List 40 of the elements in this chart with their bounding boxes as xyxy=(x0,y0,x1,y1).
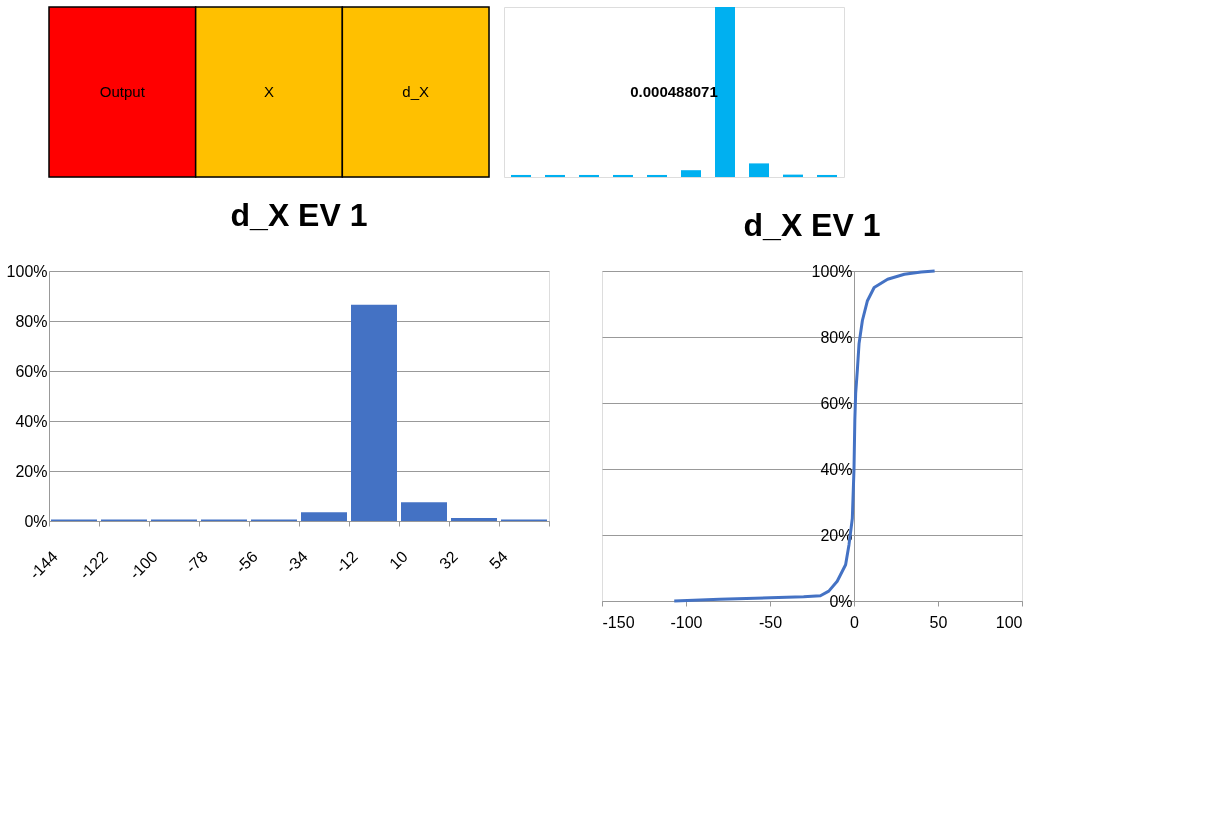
x-tick-label: -144 xyxy=(26,547,61,583)
bar xyxy=(511,174,531,177)
x-tick-label: 10 xyxy=(386,547,411,573)
y-tick-label: 40% xyxy=(15,412,48,430)
bar xyxy=(647,174,667,177)
category-label: Output xyxy=(99,83,146,100)
bar xyxy=(749,163,769,177)
y-tick-label: 60% xyxy=(15,362,48,380)
y-tick-label: 0% xyxy=(829,592,853,610)
x-tick-label: -122 xyxy=(76,547,111,583)
x-tick-label: -150 xyxy=(602,613,635,631)
y-tick-label: 80% xyxy=(820,328,853,346)
x-tick-label: -34 xyxy=(282,547,311,577)
bar xyxy=(545,174,565,177)
bar xyxy=(817,174,837,177)
bar xyxy=(613,174,633,177)
y-tick-label: 40% xyxy=(820,460,853,478)
y-tick-label: 80% xyxy=(15,312,48,330)
chart-title: d_X EV 1 xyxy=(230,197,368,233)
x-tick-label: -56 xyxy=(232,547,261,577)
x-tick-label: -12 xyxy=(332,547,361,577)
x-tick-label: -100 xyxy=(126,547,161,583)
x-tick-label: -50 xyxy=(758,613,783,631)
x-tick-label: -78 xyxy=(182,547,211,577)
x-tick-label: 100 xyxy=(995,613,1023,631)
x-tick-label: -100 xyxy=(670,613,703,631)
bar xyxy=(579,174,599,177)
x-tick-label: 54 xyxy=(486,547,511,573)
x-tick-label: 32 xyxy=(436,547,461,573)
y-tick-label: 0% xyxy=(24,512,48,530)
y-tick-label: 20% xyxy=(15,462,48,480)
y-tick-label: 100% xyxy=(811,262,853,280)
chart-title: d_X EV 1 xyxy=(743,207,881,243)
x-tick-label: 50 xyxy=(929,613,948,631)
x-tick-label: 0 xyxy=(850,613,860,631)
y-tick-label: 60% xyxy=(820,394,853,412)
y-tick-label: 100% xyxy=(6,262,48,280)
category-label: d_X xyxy=(402,83,430,100)
bar xyxy=(681,170,701,177)
category-label: X xyxy=(263,83,275,100)
